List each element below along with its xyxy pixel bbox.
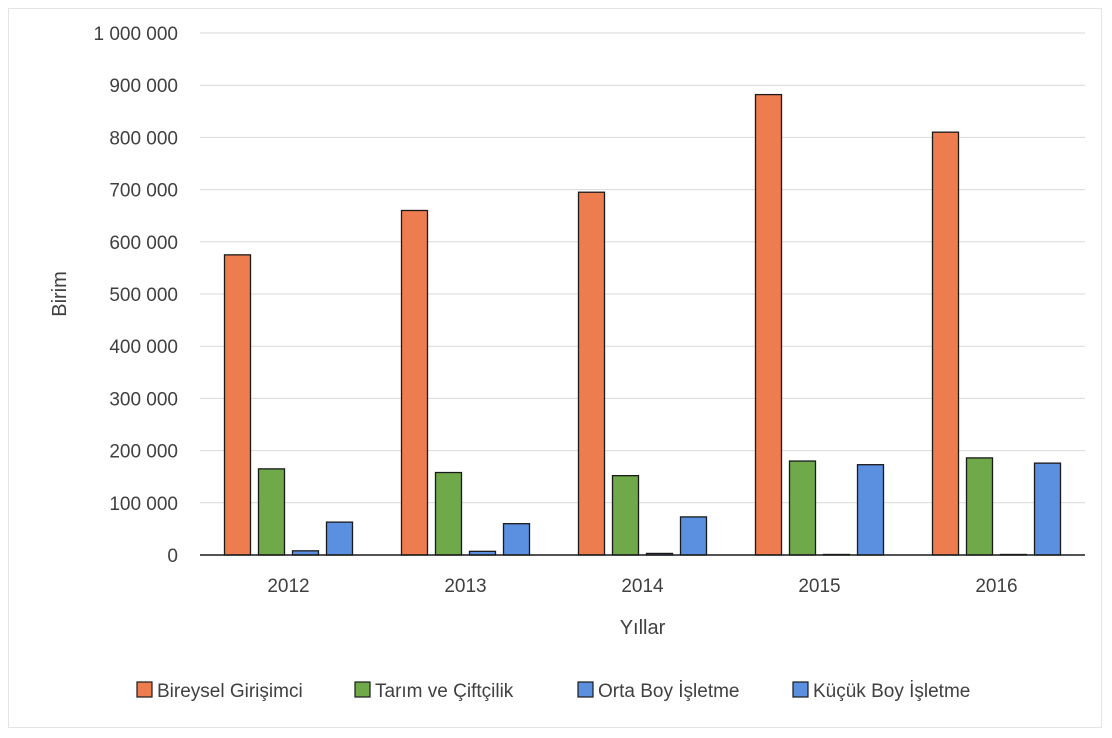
bars	[223, 93, 1062, 556]
bar-2016-1	[931, 131, 960, 556]
bar-2014-2	[611, 475, 640, 556]
bar-2013-4	[502, 523, 531, 556]
legend-label: Orta Boy İşletme	[598, 681, 740, 702]
y-tick-label: 200 000	[109, 442, 178, 463]
x-axis-title: Yıllar	[620, 617, 666, 639]
legend-swatch	[577, 681, 594, 698]
bar-2013-2	[434, 471, 463, 556]
bar-2012-4	[325, 521, 354, 556]
legend-label: Küçük Boy İşletme	[813, 681, 970, 702]
bar-2015-4	[856, 464, 885, 556]
y-tick-label: 1 000 000	[93, 24, 178, 45]
chart-frame	[8, 8, 1102, 728]
y-tick-label: 500 000	[109, 285, 178, 306]
y-tick-label: 900 000	[109, 76, 178, 97]
y-tick-label: 100 000	[109, 494, 178, 515]
bar-2015-2	[788, 460, 817, 556]
x-tick-label: 2013	[444, 576, 486, 597]
y-tick-label: 800 000	[109, 128, 178, 149]
bar-2012-1	[223, 254, 252, 556]
y-axis-ticks: 0 100 000 200 000 300 000 400 000 500 000 600 …	[93, 24, 178, 567]
x-tick-label: 2016	[975, 576, 1017, 597]
x-axis-ticks: 2012 2013 2014 2015 2016	[267, 576, 1017, 597]
bar-2016-4	[1033, 462, 1062, 556]
bar-2012-2	[257, 468, 286, 556]
bar-2014-1	[577, 191, 606, 556]
legend-swatch	[354, 681, 371, 698]
bar-2013-1	[400, 209, 429, 556]
x-tick-label: 2015	[798, 576, 840, 597]
y-axis-title: Birim	[49, 271, 71, 317]
bar-2015-1	[754, 93, 783, 556]
y-tick-label: 700 000	[109, 181, 178, 202]
x-tick-label: 2014	[621, 576, 664, 597]
legend-swatch	[136, 681, 153, 698]
y-tick-label: 300 000	[109, 389, 178, 410]
legend-label: Tarım ve Çiftçilik	[375, 681, 514, 702]
legend-swatch	[792, 681, 809, 698]
legend: Bireysel Girişimci Tarım ve Çiftçilik Orta…	[136, 681, 970, 702]
y-tick-label: 400 000	[109, 337, 178, 358]
y-tick-label: 600 000	[109, 233, 178, 254]
x-tick-label: 2012	[267, 576, 309, 597]
y-tick-label: 0	[167, 546, 178, 567]
bar-2016-2	[965, 457, 994, 556]
bar-2014-4	[679, 516, 708, 556]
legend-label: Bireysel Girişimci	[157, 681, 303, 702]
